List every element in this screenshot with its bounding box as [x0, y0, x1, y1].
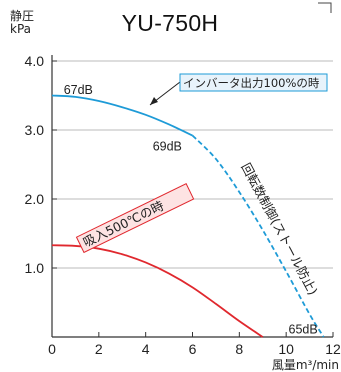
grid [52, 60, 333, 269]
annotation-group: 67dB 69dB 65dB [64, 83, 318, 336]
boxed-label-text: インバータ出力100%の時 [183, 76, 320, 90]
axes [51, 55, 334, 338]
y-tick-label: 1.0 [25, 260, 45, 276]
annotation-2: 69dB [153, 140, 182, 154]
dashed-label-text: 回転数制御(ストール防止) [238, 160, 320, 297]
x-tick-label: 0 [48, 341, 56, 357]
series-line-2 [191, 134, 325, 338]
boxed-label-box [179, 73, 328, 92]
y-tick-label: 2.0 [25, 191, 45, 207]
chart-title: YU-750H [122, 10, 219, 36]
x-tick-label: 12 [325, 341, 341, 357]
x-tick-label: 2 [95, 341, 103, 357]
annotation-1: 67dB [64, 83, 93, 97]
red-label-text: 吸入500℃の時 [81, 198, 167, 250]
x-axis-label: 風量m³/min [272, 358, 339, 372]
y-tick-label: 3.0 [25, 122, 45, 138]
y-tick-label: 4.0 [25, 53, 45, 69]
x-tick-labels: 0 2 4 6 8 10 12 [48, 341, 341, 357]
red-label-group: 吸入500℃の時 [75, 183, 195, 254]
x-tick-label: 10 [278, 341, 294, 357]
boxed-label-group: インバータ出力100%の時 [149, 73, 328, 106]
series-line-1 [51, 94, 193, 137]
x-tick-label: 8 [235, 341, 243, 357]
annotation-3: 65dB [289, 323, 318, 337]
series-group [51, 94, 325, 338]
series-line-3 [51, 244, 264, 338]
x-tick-label: 4 [142, 341, 150, 357]
y-tick-labels: 1.0 2.0 3.0 4.0 [25, 53, 45, 276]
dashed-label-group: 回転数制御(ストール防止) [238, 160, 320, 297]
red-label-box [75, 183, 195, 254]
y-axis-label-line2: kPa [10, 22, 31, 36]
x-tick-label: 6 [189, 341, 197, 357]
corner-bracket [318, 2, 332, 13]
boxed-label-arrowhead [150, 97, 158, 105]
y-axis-label-line1: 静圧 [10, 9, 34, 23]
